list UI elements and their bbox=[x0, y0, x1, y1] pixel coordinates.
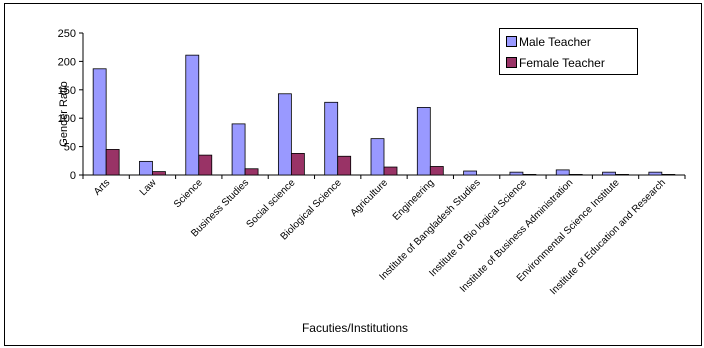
x-tick-label: Institute of Bio logical Science bbox=[427, 177, 529, 279]
x-tick-label: Institute of Bangladesh Studies bbox=[377, 177, 482, 282]
x-tick-label: Engineering bbox=[391, 177, 437, 223]
y-tick-label: 50 bbox=[64, 142, 76, 154]
x-tick-label: Science bbox=[172, 177, 205, 210]
x-tick-label: Arts bbox=[92, 177, 112, 197]
bar-male-teacher bbox=[185, 54, 200, 176]
y-axis-title: Gender Ratio bbox=[58, 81, 70, 147]
y-axis: 0 50 100 150 200 250 bbox=[58, 28, 84, 182]
bar-female-teacher bbox=[429, 166, 444, 176]
bar-female-teacher bbox=[152, 171, 166, 176]
x-tick-label: Agriculture bbox=[349, 177, 391, 219]
bar-male-teacher bbox=[92, 68, 107, 176]
chart-frame: 0 50 100 150 200 250 Arts Law Science Business S… bbox=[4, 3, 702, 346]
bar-male-teacher bbox=[231, 123, 246, 176]
legend-item-female: Female Teacher bbox=[506, 55, 605, 71]
bar-female-teacher bbox=[383, 166, 398, 176]
bar-male-teacher bbox=[555, 169, 570, 176]
bar-female-teacher bbox=[522, 174, 537, 176]
legend-swatch-female bbox=[506, 57, 517, 69]
bars bbox=[92, 54, 676, 176]
y-tick-label: 0 bbox=[70, 170, 76, 182]
bar-female-teacher bbox=[244, 168, 259, 176]
bar-female-teacher bbox=[568, 174, 583, 176]
bar-male-teacher bbox=[602, 171, 616, 176]
bar-female-teacher bbox=[290, 153, 305, 176]
x-tick-label: Law bbox=[138, 177, 159, 198]
bar-female-teacher bbox=[661, 174, 676, 176]
bar-female-teacher bbox=[198, 154, 213, 176]
y-tick-label: 100 bbox=[58, 113, 76, 125]
legend-label-female: Female Teacher bbox=[519, 55, 605, 70]
bar-male-teacher bbox=[648, 171, 663, 176]
y-tick-label: 250 bbox=[58, 28, 76, 40]
bar-female-teacher bbox=[337, 155, 352, 176]
bar-male-teacher bbox=[416, 107, 431, 176]
bar-female-teacher bbox=[105, 149, 120, 176]
bar-male-teacher bbox=[139, 160, 153, 176]
y-tick-label: 200 bbox=[58, 56, 76, 68]
legend-item-male: Male Teacher bbox=[506, 34, 591, 50]
bar-male-teacher bbox=[509, 171, 524, 176]
legend: Male Teacher Female Teacher bbox=[499, 28, 638, 75]
bar-male-teacher bbox=[370, 138, 385, 176]
y-tick-label: 150 bbox=[58, 85, 76, 97]
x-axis bbox=[82, 174, 686, 179]
bar-male-teacher bbox=[324, 101, 339, 176]
x-axis-title: Facuties/Institutions bbox=[301, 321, 409, 335]
bar-male-teacher bbox=[277, 93, 292, 176]
bar-male-teacher bbox=[463, 170, 478, 176]
bar-female-teacher bbox=[615, 174, 629, 176]
legend-label-male: Male Teacher bbox=[519, 34, 591, 49]
legend-swatch-male bbox=[506, 36, 517, 48]
